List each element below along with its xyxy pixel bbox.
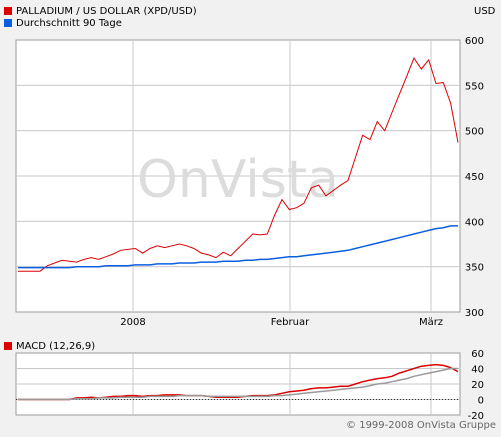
y-tick-label: 40 bbox=[471, 365, 484, 376]
x-tick-label: 2008 bbox=[120, 317, 145, 328]
y-tick-label: 400 bbox=[465, 217, 484, 228]
y-tick-label: 300 bbox=[465, 308, 484, 319]
macd-title: MACD (12,26,9) bbox=[16, 341, 95, 352]
series-line-price-0 bbox=[18, 57, 459, 272]
series-line-macd-0 bbox=[18, 363, 459, 401]
macd-series-group bbox=[18, 363, 459, 401]
y-tick-label: 60 bbox=[471, 349, 484, 360]
y-tick-label: 500 bbox=[465, 127, 484, 138]
legend-average-label: Durchschnitt 90 Tage bbox=[16, 18, 122, 29]
price-y-tick-labels: 300 350 400 450 500 550 600 bbox=[465, 36, 484, 319]
price-series-group bbox=[18, 57, 459, 272]
y-tick-label: 600 bbox=[465, 36, 484, 47]
y-tick-label: 550 bbox=[465, 81, 484, 92]
x-tick-label: März bbox=[419, 317, 443, 328]
y-tick-label: 0 bbox=[478, 396, 484, 407]
legend-average-swatch bbox=[4, 19, 12, 27]
price-x-tick-labels: 2008 Februar März bbox=[120, 317, 443, 328]
macd-grid bbox=[16, 353, 460, 415]
legend-price-label: PALLADIUM / US DOLLAR (XPD/USD) bbox=[16, 6, 197, 17]
y-tick-label: -20 bbox=[468, 411, 484, 422]
y-tick-label: 20 bbox=[471, 380, 484, 391]
macd-y-tick-labels: -20 0 20 40 60 bbox=[468, 349, 484, 422]
currency-label: USD bbox=[474, 6, 496, 17]
copyright-notice: © 1999-2008 OnVista Gruppe bbox=[346, 420, 496, 431]
y-tick-label: 450 bbox=[465, 172, 484, 183]
y-tick-label: 350 bbox=[465, 263, 484, 274]
watermark: OnVista bbox=[137, 150, 339, 210]
legend-macd-swatch bbox=[4, 342, 12, 350]
legend-price-swatch bbox=[4, 7, 12, 15]
series-line-price-1 bbox=[18, 225, 458, 269]
x-tick-label: Februar bbox=[271, 317, 310, 328]
series-line-macd-1 bbox=[18, 367, 458, 401]
